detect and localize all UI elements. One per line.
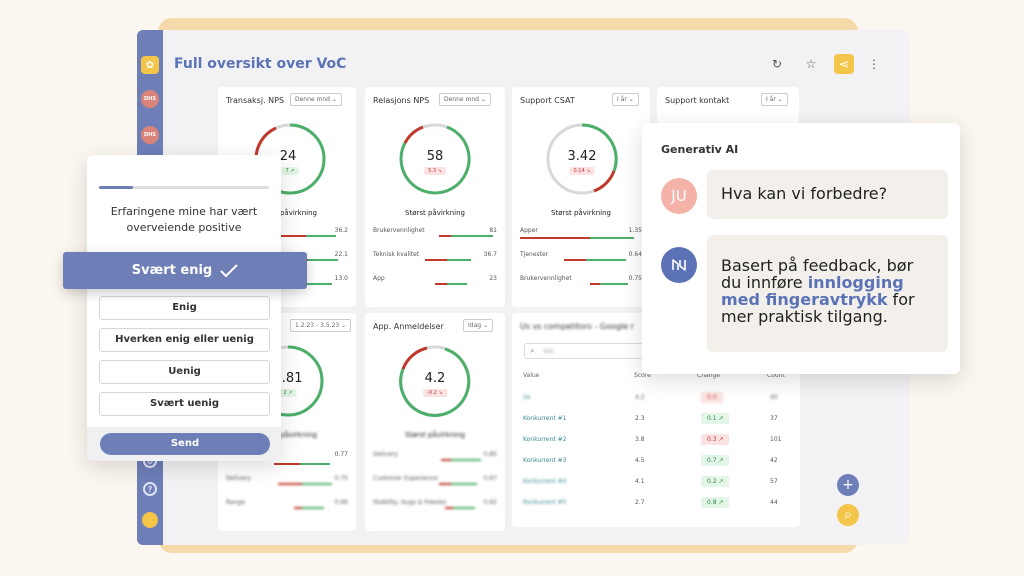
gauge-value: 4.2: [424, 371, 446, 386]
list-item: Delivery 0.75: [226, 475, 348, 489]
search-icon: ⌕: [530, 346, 535, 355]
change-badge: -0.2 ↘: [423, 389, 447, 397]
option-uenig[interactable]: Uenig: [99, 360, 270, 384]
impact-label: Størst påvirkning: [257, 431, 317, 439]
list-item: Customer Experience 0.67: [373, 475, 497, 489]
change-badge: 5.3 ↘: [424, 167, 446, 175]
change-badge: 0.14 ↘: [569, 167, 595, 175]
impact-label: Størst påvirkning: [551, 209, 611, 217]
gauge-value: 3.42: [567, 149, 597, 164]
selected-option-svaert-enig[interactable]: Svært enig: [63, 252, 307, 289]
gauge-value: 58: [426, 149, 444, 164]
table-row[interactable]: Konkurrent #2 3.8 0.3 ↗ 101: [523, 434, 782, 445]
survey-panel: Erfaringene mine har vært overveiende po…: [87, 155, 281, 461]
period-dropdown[interactable]: I år ⌄: [612, 93, 639, 106]
column-header[interactable]: Score: [634, 372, 651, 379]
logo-icon[interactable]: ✿: [141, 56, 159, 74]
change-badge: 7 ↗: [281, 167, 299, 175]
ai-chat-panel: Generativ AI JU Hva kan vi forbedre? Bas…: [642, 123, 960, 374]
list-item: Brukervennlighet 81: [373, 227, 497, 241]
table-row[interactable]: Konkurrent #4 4.1 0.2 ↗ 57: [523, 476, 778, 487]
list-item: Apper 1.35: [520, 227, 642, 241]
card-relasjons-nps: Relasjons NPS Denne mnd ⌄ 58 5.3 ↘ Størs…: [365, 87, 505, 307]
bot-icon: [661, 247, 697, 283]
refresh-icon[interactable]: ↻: [771, 57, 783, 71]
list-item: 36.2: [226, 227, 348, 241]
period-dropdown[interactable]: Idag ⌄: [463, 319, 494, 332]
user-message: Hva kan vi forbedre?: [707, 170, 948, 219]
share-icon[interactable]: ⋖: [834, 54, 854, 74]
ai-title: Generativ AI: [661, 143, 739, 156]
send-button[interactable]: Send: [100, 433, 270, 455]
impact-label: Størst påvirkning: [257, 209, 317, 217]
option-svaert-uenig[interactable]: Svært uenig: [99, 392, 270, 416]
page-title: Full oversikt over VoC: [174, 56, 347, 72]
card-title: App. Anmeldelser: [373, 322, 444, 331]
avatar[interactable]: DHS: [141, 90, 159, 108]
list-item: Brukervennlighet 0.75: [520, 275, 642, 289]
change-badge: 2 ↗: [279, 389, 297, 397]
period-dropdown[interactable]: 1.2.23 - 3.5.23 ⌄: [290, 319, 352, 332]
list-item: Delivery 0.85: [373, 451, 497, 465]
card-title: Us vs competitors - Google r: [520, 322, 634, 331]
list-item: App 23: [373, 275, 497, 289]
gauge: [399, 345, 471, 417]
impact-label: Størst påvirkning: [405, 431, 465, 439]
card-title: Transaksj. NPS: [226, 96, 285, 105]
option-enig[interactable]: Enig: [99, 296, 270, 320]
card-title: Support CSAT: [520, 96, 575, 105]
help-icon[interactable]: ?: [143, 482, 157, 496]
list-item: Tjenester 0.64: [520, 251, 642, 265]
list-item: 0.77: [226, 451, 348, 465]
ai-reply: Basert på feedback, bør du innføre innlo…: [707, 235, 948, 352]
progress-bar: [99, 186, 269, 189]
column-header[interactable]: Value: [523, 372, 540, 379]
star-icon[interactable]: ☆: [805, 57, 817, 71]
impact-label: Størst påvirkning: [405, 209, 465, 217]
option-hverken[interactable]: Hverken enig eller uenig: [99, 328, 270, 352]
list-item: Teknisk kvalitet 36.7: [373, 251, 497, 265]
card-title: Relasjons NPS: [373, 96, 430, 105]
column-header[interactable]: Count: [767, 372, 785, 379]
more-icon[interactable]: ⋮: [868, 57, 880, 71]
avatar[interactable]: DHS: [141, 126, 159, 144]
column-header[interactable]: Change: [697, 372, 720, 379]
table-row[interactable]: Konkurrent #5 2.7 0.8 ↗ 44: [523, 497, 778, 508]
card-title: Support kontakt: [665, 96, 730, 105]
period-dropdown[interactable]: Denne mnd ⌄: [439, 93, 491, 106]
search-icon[interactable]: ⌕: [837, 504, 859, 526]
list-item: Stability, bugs & freezes 0.62: [373, 499, 497, 513]
avatar: JU: [661, 178, 697, 214]
table-row[interactable]: Us 4.2 0.0 45: [523, 392, 778, 403]
status-dot-icon[interactable]: [142, 512, 158, 528]
table-row[interactable]: Konkurrent #3 4.5 0.7 ↗ 42: [523, 455, 778, 466]
period-dropdown[interactable]: Denne mnd ⌄: [290, 93, 342, 106]
add-icon[interactable]: +: [837, 474, 859, 496]
gauge: [399, 123, 471, 195]
send-bar: Send: [87, 427, 281, 461]
checkmark-icon: [220, 263, 238, 277]
card-app-anmeldelser: App. Anmeldelser Idag ⌄ 4.2 -0.2 ↘ Størs…: [365, 313, 505, 531]
list-item: Range 0.66: [226, 499, 348, 513]
card-support-csat: Support CSAT I år ⌄ 3.42 0.14 ↘ Størst p…: [512, 87, 650, 307]
table-row[interactable]: Konkurrent #1 2.3 0.1 ↗ 37: [523, 413, 778, 424]
gauge-value: 24: [279, 149, 297, 164]
period-dropdown[interactable]: I år ⌄: [761, 93, 788, 106]
survey-question: Erfaringene mine har vært overveiende po…: [110, 205, 258, 234]
gauge: [546, 123, 618, 195]
